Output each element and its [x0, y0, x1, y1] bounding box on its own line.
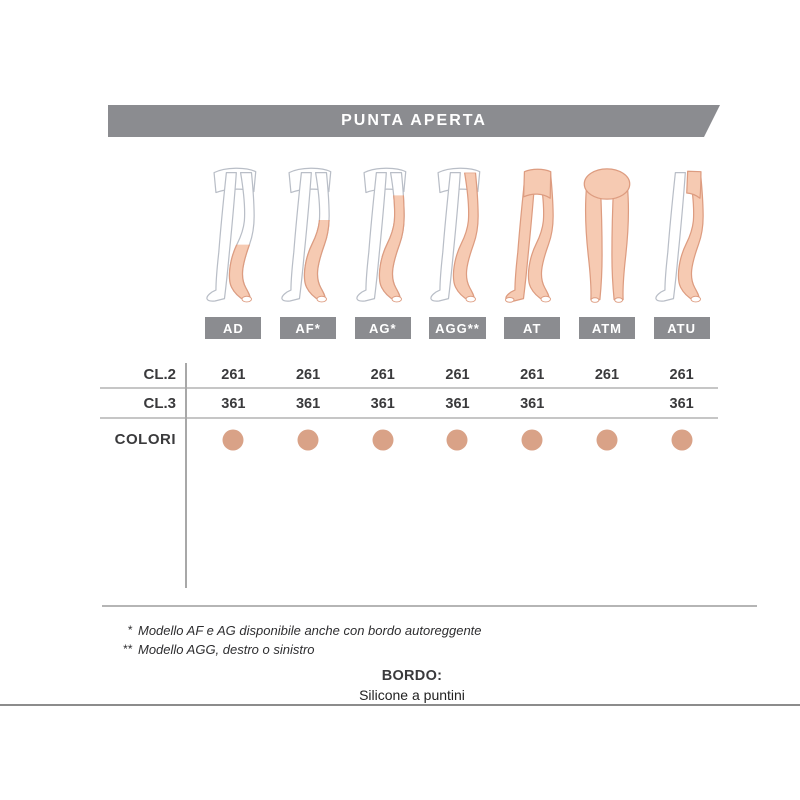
footnote-1-marker: *: [127, 623, 132, 637]
bordo-block: BORDO: Silicone a puntini: [24, 668, 800, 703]
table-vertical-divider: [185, 363, 187, 588]
color-dot: [446, 429, 468, 451]
leg-illustration-atm-icon: [583, 168, 631, 303]
footnote-2: ** Modello AGG, destro o sinistro: [104, 640, 482, 659]
badge-label: ATM: [591, 320, 623, 336]
cl3-value-agg: 361: [445, 396, 470, 412]
cl3-value-ag: 361: [370, 396, 395, 412]
badge-label: AD: [222, 320, 244, 336]
model-badge-ag: AG*: [354, 317, 411, 339]
cl3-value-atu: 361: [669, 396, 694, 412]
cl2-value-atu: 261: [669, 367, 694, 383]
cl2-value-ad: 261: [221, 367, 246, 383]
color-dot: [521, 429, 543, 451]
cl2-value-agg: 261: [445, 367, 470, 383]
footnote-2-marker: **: [122, 642, 132, 656]
cl2-value-at: 261: [520, 367, 545, 383]
model-badge-ad: AD: [205, 317, 262, 339]
color-dot: [671, 429, 693, 451]
footnotes: * Modello AF e AG disponibile anche con …: [104, 621, 482, 659]
bordo-subtitle: Silicone a puntini: [359, 687, 465, 703]
table-divider-top: [100, 387, 718, 389]
page-bottom-border: [0, 704, 800, 706]
color-dot: [297, 429, 319, 451]
color-dot: [596, 429, 618, 451]
badge-label: AT: [523, 320, 542, 336]
footnote-2-text: Modello AGG, destro o sinistro: [138, 642, 315, 657]
cl3-value-at: 361: [520, 396, 545, 412]
footnote-1: * Modello AF e AG disponibile anche con …: [104, 621, 482, 640]
model-badge-atu: ATU: [653, 317, 710, 339]
color-dot: [372, 429, 394, 451]
cl2-value-atm: 261: [594, 367, 620, 383]
footnote-1-text: Modello AF e AG disponibile anche con bo…: [138, 623, 482, 638]
model-badge-agg: AGG**: [429, 317, 486, 339]
bordo-title: BORDO:: [381, 668, 443, 684]
leg-illustrations-row: [196, 162, 719, 312]
cl2-values-row: 261 261 261 261 261 261 261: [196, 362, 719, 388]
model-badge-af: AF*: [280, 317, 337, 339]
cl3-row-label: CL.3: [143, 395, 176, 412]
leg-illustration-ad-icon: [206, 167, 257, 303]
model-badges-row: AD AF* AG* AGG** AT ATM ATU: [196, 317, 719, 339]
footnotes-divider: [102, 605, 757, 607]
model-badge-atm: ATM: [578, 317, 635, 339]
leg-illustration-ag-icon: [356, 167, 407, 303]
cl3-values-row: 361 361 361 361 361 361: [196, 390, 719, 418]
table-divider-bottom: [100, 417, 718, 419]
model-badge-at: AT: [504, 317, 561, 339]
cl2-row-label: CL.2: [143, 366, 176, 383]
badge-label: AF*: [295, 320, 321, 336]
banner-title: PUNTA APERTA: [341, 112, 487, 129]
leg-illustration-agg-icon: [430, 167, 481, 303]
badge-label: AGG**: [435, 320, 480, 336]
leg-illustration-at-icon: [505, 168, 554, 303]
badge-label: ATU: [667, 320, 697, 336]
leg-illustration-atu-icon: [654, 170, 704, 303]
cl2-value-ag: 261: [370, 367, 395, 383]
colori-row-label: COLORI: [114, 431, 176, 448]
cl3-value-af: 361: [295, 396, 321, 412]
cl3-value-ad: 361: [221, 396, 246, 412]
color-dot: [222, 429, 244, 451]
cl2-value-af: 261: [295, 367, 321, 383]
leg-illustration-af-icon: [281, 167, 332, 303]
punta-aperta-banner: PUNTA APERTA: [108, 105, 720, 137]
colori-dots-row: [196, 429, 719, 451]
cl3-value-atm: [570, 390, 645, 418]
badge-label: AG*: [369, 320, 397, 336]
